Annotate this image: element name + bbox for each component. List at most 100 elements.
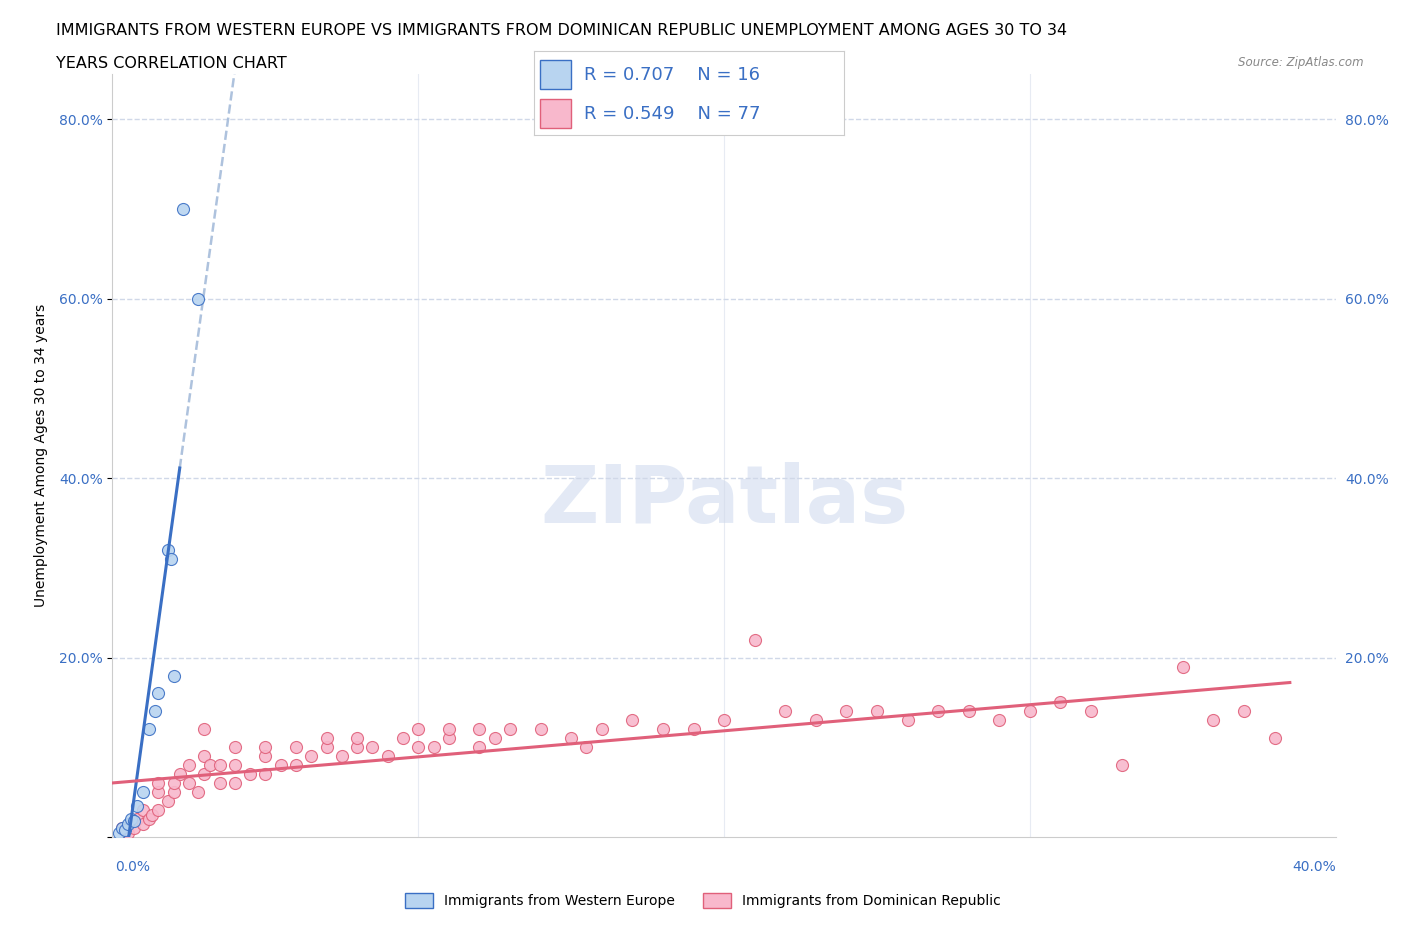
Point	[284, 740, 308, 755]
Point	[138, 812, 160, 827]
Point	[122, 814, 145, 829]
Point	[111, 820, 134, 835]
Point	[315, 731, 337, 746]
Point	[148, 785, 170, 800]
Point	[284, 758, 308, 773]
Point	[187, 291, 209, 306]
Point	[621, 713, 644, 728]
Point	[346, 740, 368, 755]
Point	[187, 785, 209, 800]
Point	[1018, 704, 1040, 719]
Point	[254, 749, 277, 764]
Text: 40.0%: 40.0%	[1292, 859, 1336, 874]
Point	[159, 551, 181, 566]
Point	[927, 704, 949, 719]
Point	[315, 740, 337, 755]
Point	[254, 740, 277, 755]
Point	[1049, 695, 1071, 710]
Text: 0.0%: 0.0%	[115, 859, 150, 874]
Point	[299, 749, 322, 764]
Point	[361, 740, 384, 755]
Point	[177, 758, 200, 773]
Point	[224, 740, 246, 755]
Text: R = 0.707    N = 16: R = 0.707 N = 16	[583, 66, 759, 84]
Point	[1111, 758, 1133, 773]
Point	[239, 766, 262, 781]
Point	[437, 731, 460, 746]
Point	[1080, 704, 1102, 719]
Point	[957, 704, 980, 719]
Y-axis label: Unemployment Among Ages 30 to 34 years: Unemployment Among Ages 30 to 34 years	[34, 304, 48, 607]
Point	[422, 740, 444, 755]
Point	[804, 713, 827, 728]
Point	[392, 731, 415, 746]
Point	[499, 722, 522, 737]
Point	[163, 668, 186, 683]
Point	[200, 758, 222, 773]
Point	[132, 803, 155, 817]
Point	[107, 825, 129, 840]
Point	[117, 817, 139, 831]
Point	[163, 785, 186, 800]
Point	[682, 722, 704, 737]
Point	[773, 704, 796, 719]
Point	[208, 758, 231, 773]
Point	[988, 713, 1011, 728]
FancyBboxPatch shape	[540, 99, 571, 128]
Point	[713, 713, 735, 728]
Point	[208, 776, 231, 790]
Point	[468, 722, 491, 737]
Text: R = 0.549    N = 77: R = 0.549 N = 77	[583, 105, 761, 123]
Point	[408, 722, 430, 737]
Point	[254, 766, 277, 781]
Text: ZIPatlas: ZIPatlas	[540, 462, 908, 540]
Point	[377, 749, 399, 764]
Point	[125, 798, 148, 813]
Point	[866, 704, 889, 719]
Point	[132, 817, 155, 831]
Point	[172, 202, 194, 217]
Point	[1233, 704, 1256, 719]
Point	[156, 542, 179, 557]
Point	[575, 740, 598, 755]
Text: Source: ZipAtlas.com: Source: ZipAtlas.com	[1239, 56, 1364, 69]
Point	[897, 713, 920, 728]
Point	[1264, 731, 1286, 746]
Point	[193, 766, 215, 781]
Point	[1171, 659, 1194, 674]
Point	[125, 812, 148, 827]
Point	[117, 825, 139, 840]
Point	[148, 803, 170, 817]
Point	[156, 793, 179, 808]
Point	[141, 807, 163, 822]
Point	[835, 704, 858, 719]
Point	[111, 820, 134, 835]
Point	[224, 758, 246, 773]
Point	[484, 731, 506, 746]
Point	[346, 731, 368, 746]
Point	[132, 785, 155, 800]
Point	[529, 722, 551, 737]
Point	[122, 820, 145, 835]
Point	[1202, 713, 1225, 728]
Point	[437, 722, 460, 737]
Point	[143, 704, 166, 719]
Point	[114, 822, 136, 837]
Point	[163, 776, 186, 790]
Point	[744, 632, 766, 647]
Point	[148, 776, 170, 790]
Point	[177, 776, 200, 790]
Point	[148, 686, 170, 701]
Point	[652, 722, 675, 737]
Point	[120, 812, 142, 827]
Text: IMMIGRANTS FROM WESTERN EUROPE VS IMMIGRANTS FROM DOMINICAN REPUBLIC UNEMPLOYMEN: IMMIGRANTS FROM WESTERN EUROPE VS IMMIGR…	[56, 23, 1067, 38]
Point	[468, 740, 491, 755]
Point	[169, 766, 191, 781]
Point	[591, 722, 613, 737]
Point	[408, 740, 430, 755]
Point	[193, 749, 215, 764]
Point	[193, 722, 215, 737]
Point	[330, 749, 353, 764]
Text: YEARS CORRELATION CHART: YEARS CORRELATION CHART	[56, 56, 287, 71]
Point	[224, 776, 246, 790]
